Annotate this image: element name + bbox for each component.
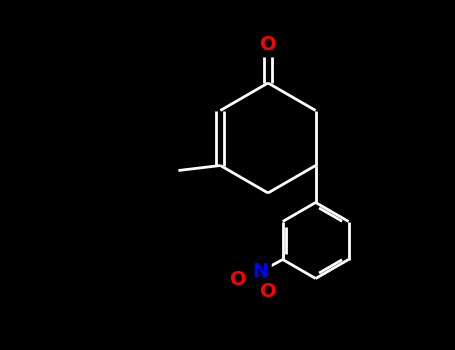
- Text: O: O: [230, 270, 247, 289]
- Text: O: O: [260, 35, 276, 55]
- Text: N: N: [253, 262, 269, 281]
- Text: O: O: [260, 282, 277, 301]
